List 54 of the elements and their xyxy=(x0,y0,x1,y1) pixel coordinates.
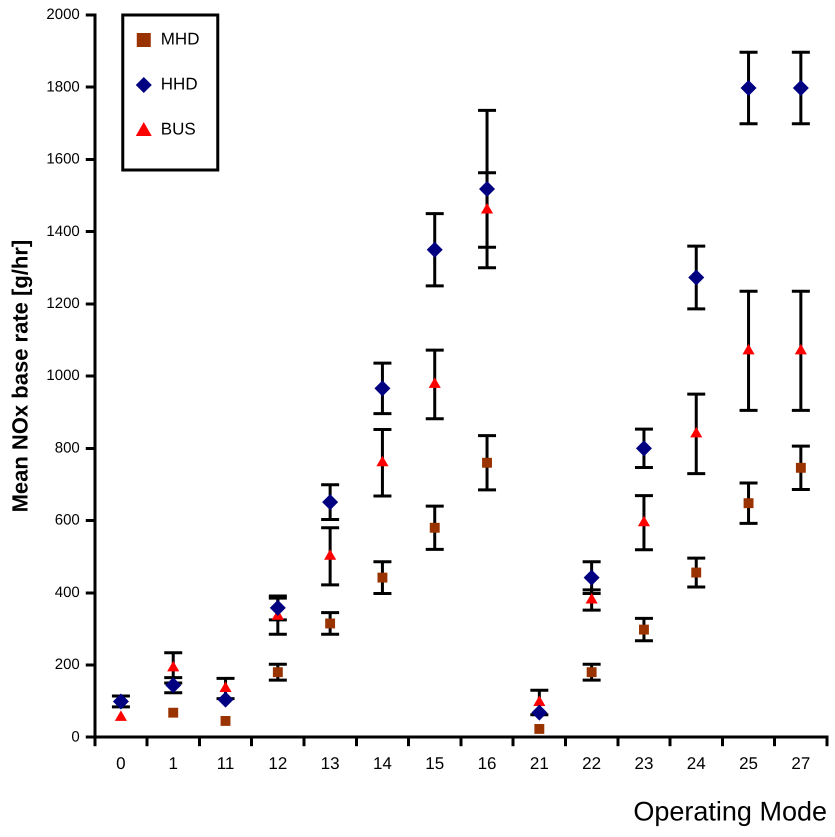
point xyxy=(218,692,234,708)
y-tick-label: 800 xyxy=(54,439,80,456)
y-tick-label: 1800 xyxy=(46,78,80,96)
point xyxy=(691,568,702,578)
x-axis-title: Operating Mode xyxy=(633,796,827,826)
point xyxy=(636,440,652,456)
x-tick-label: 22 xyxy=(582,754,602,774)
x-tick-label: 25 xyxy=(739,754,758,774)
x-tick-label: 27 xyxy=(791,754,810,774)
y-tick-label: 1600 xyxy=(46,150,80,168)
x-tick-label: 1 xyxy=(168,754,178,774)
legend-label: HHD xyxy=(160,74,198,94)
x-tick-label: 21 xyxy=(530,754,549,774)
point xyxy=(744,498,754,508)
point xyxy=(479,181,496,198)
x-tick-label: 16 xyxy=(478,754,496,774)
point xyxy=(688,270,704,286)
point xyxy=(322,494,338,510)
y-tick-label: 200 xyxy=(54,656,80,674)
point xyxy=(482,458,492,468)
point xyxy=(377,572,388,583)
y-tick-label: 1000 xyxy=(46,367,80,384)
point xyxy=(531,704,548,721)
x-tick-label: 0 xyxy=(116,754,126,774)
point xyxy=(740,80,757,96)
x-tick-label: 13 xyxy=(320,754,340,774)
y-tick-label: 1400 xyxy=(46,222,80,240)
legend-label: MHD xyxy=(160,30,200,49)
point xyxy=(584,570,600,586)
x-tick-label: 14 xyxy=(372,754,392,774)
x-tick-label: 11 xyxy=(216,754,234,774)
point xyxy=(426,242,443,258)
point xyxy=(534,724,544,734)
point xyxy=(168,708,178,718)
point xyxy=(533,696,546,706)
point xyxy=(792,80,809,96)
y-tick-label: 600 xyxy=(54,512,80,529)
point xyxy=(638,624,649,635)
point xyxy=(374,380,390,396)
y-tick-label: 0 xyxy=(71,728,80,746)
point xyxy=(796,462,806,473)
point xyxy=(325,618,336,628)
point xyxy=(270,600,286,616)
legend-label: BUS xyxy=(160,120,196,139)
y-tick-label: 2000 xyxy=(46,6,80,24)
y-tick-label: 400 xyxy=(54,584,80,601)
x-tick-label: 23 xyxy=(634,754,654,774)
point xyxy=(220,716,230,726)
y-axis-title: Mean NOx base rate [g/hr] xyxy=(7,240,32,512)
x-tick-label: 24 xyxy=(686,754,706,774)
y-tick-label: 1200 xyxy=(46,295,80,312)
point xyxy=(430,522,440,533)
x-tick-label: 12 xyxy=(268,754,288,774)
x-tick-label: 15 xyxy=(425,754,444,774)
